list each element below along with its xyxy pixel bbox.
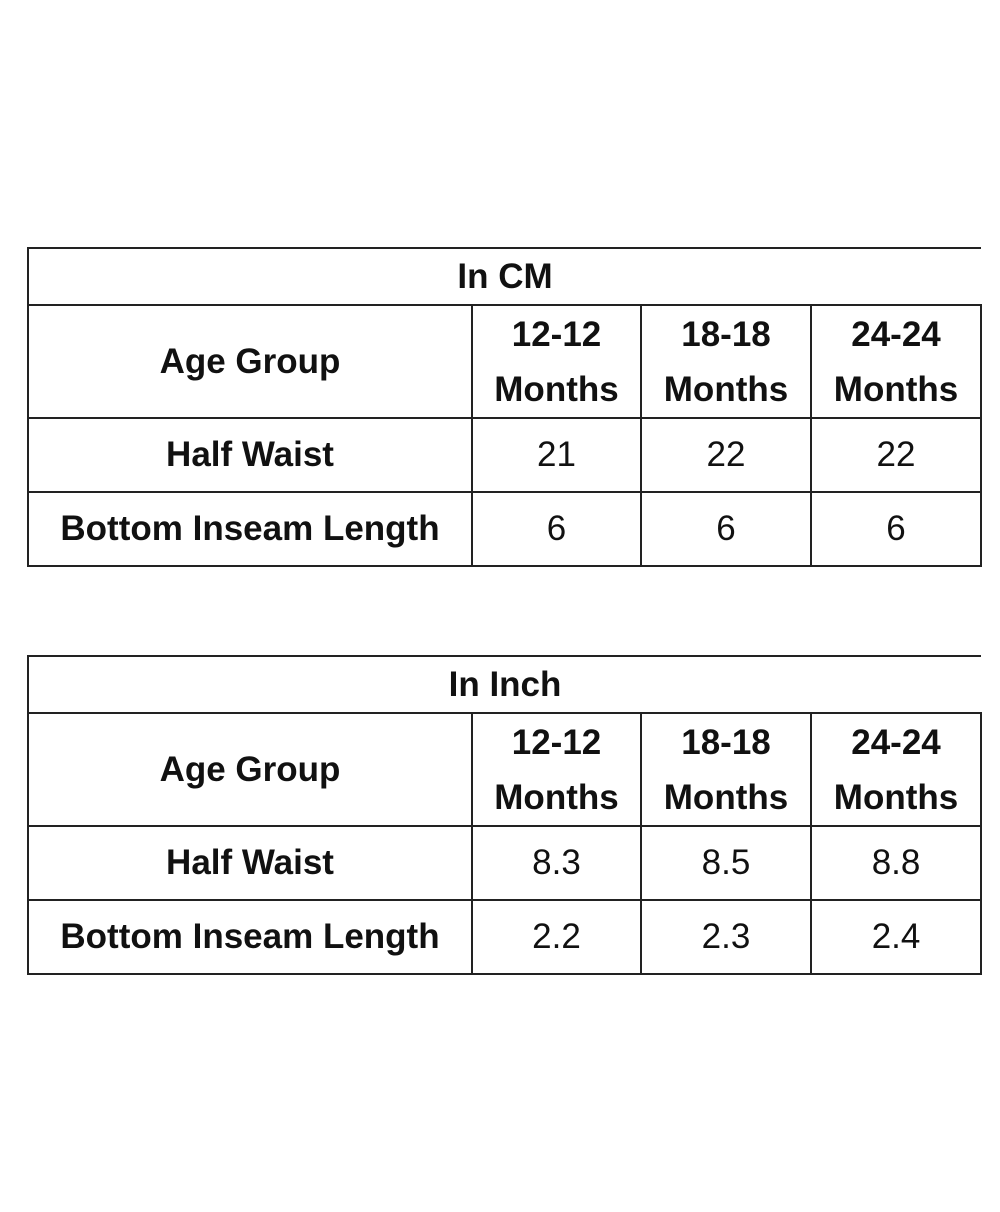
column-header-line2: Months: [663, 777, 789, 817]
column-header-24-24: 24-24 Months: [809, 712, 983, 827]
table-cell: 2.2: [471, 899, 642, 975]
column-header-12-12: 12-12 Months: [471, 712, 642, 827]
column-header-line1: 18-18: [681, 722, 771, 762]
table-cell: 2.4: [809, 899, 983, 975]
column-header-line1: 24-24: [851, 722, 941, 762]
table-cell: 6: [809, 491, 983, 567]
column-header-12-12: 12-12 Months: [471, 304, 642, 419]
column-header-line2: Months: [494, 777, 619, 817]
column-header-line1: 12-12: [511, 722, 602, 762]
table-cell: 22: [640, 417, 812, 493]
column-header-24-24: 24-24 Months: [809, 304, 983, 419]
table-title-row: In Inch: [26, 655, 982, 714]
column-header-line2: Months: [833, 777, 959, 817]
row-label-half-waist: Half Waist: [27, 825, 473, 901]
column-header-line2: Months: [833, 369, 959, 409]
age-group-header: Age Group: [27, 304, 473, 419]
table-cell: 8.8: [809, 825, 983, 901]
row-label-bottom-inseam-length: Bottom Inseam Length: [27, 491, 473, 567]
table-header-row: Age Group 12-12 Months 18-18 Months 24-2…: [27, 304, 983, 419]
table-title-row: In CM: [26, 247, 982, 306]
column-header-18-18: 18-18 Months: [640, 712, 812, 827]
table-cell: 21: [471, 417, 642, 493]
column-header-line1: 24-24: [851, 314, 941, 354]
row-label-bottom-inseam-length: Bottom Inseam Length: [27, 899, 473, 975]
table-row: Half Waist 8.3 8.5 8.8: [27, 825, 983, 901]
size-chart-cm-table: In CM Age Group 12-12 Months 18-18 Month…: [26, 247, 983, 567]
table-title: In Inch: [26, 655, 982, 714]
table-title: In CM: [26, 247, 982, 306]
column-header-line2: Months: [663, 369, 789, 409]
age-group-header: Age Group: [27, 712, 473, 827]
table-cell: 8.3: [471, 825, 642, 901]
table-cell: 6: [471, 491, 642, 567]
table-cell: 22: [809, 417, 983, 493]
column-header-18-18: 18-18 Months: [640, 304, 812, 419]
table-row: Bottom Inseam Length 6 6 6: [27, 491, 983, 567]
size-chart-inch-table: In Inch Age Group 12-12 Months 18-18 Mon…: [26, 655, 983, 975]
table-cell: 8.5: [640, 825, 812, 901]
column-header-line1: 18-18: [681, 314, 771, 354]
column-header-line2: Months: [494, 369, 619, 409]
row-label-half-waist: Half Waist: [27, 417, 473, 493]
table-cell: 6: [640, 491, 812, 567]
table-row: Bottom Inseam Length 2.2 2.3 2.4: [27, 899, 983, 975]
column-header-line1: 12-12: [511, 314, 602, 354]
table-cell: 2.3: [640, 899, 812, 975]
table-header-row: Age Group 12-12 Months 18-18 Months 24-2…: [27, 712, 983, 827]
table-row: Half Waist 21 22 22: [27, 417, 983, 493]
